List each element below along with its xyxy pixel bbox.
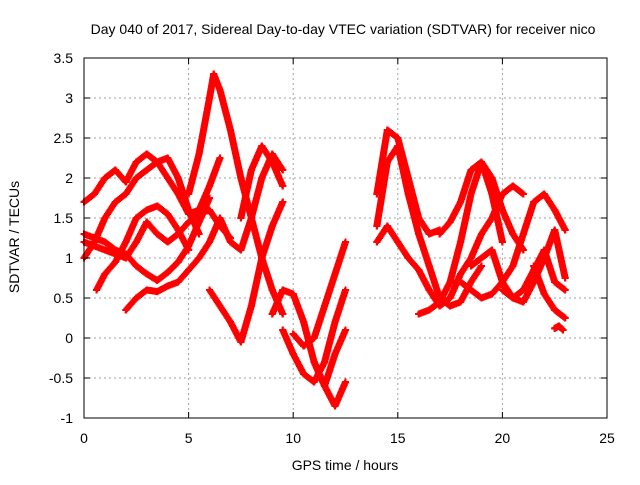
y-tick-label: -0.5 [49,370,73,386]
x-tick-label: 25 [599,430,615,446]
x-tick-label: 5 [185,430,193,446]
data-points [80,70,569,410]
y-tick-label: 2 [65,170,73,186]
series-trace [93,202,193,294]
y-tick-label: 0.5 [54,290,74,306]
series-19 [436,158,527,254]
x-tick-label: 0 [80,430,88,446]
series-13 [289,238,349,350]
y-tick-label: -1 [61,410,74,426]
y-tick-label: 3.5 [54,50,74,66]
y-tick-label: 1.5 [54,210,74,226]
series-trace [436,158,527,254]
series-trace [237,142,287,222]
x-tick-label: 20 [495,430,511,446]
series-22 [498,226,569,306]
series-trace [289,238,349,350]
series-trace [206,198,287,346]
y-tick-label: 3 [65,90,73,106]
series-trace [373,182,527,310]
y-tick-label: 2.5 [54,130,74,146]
series-trace [310,358,349,410]
series-8 [206,198,287,346]
series-6 [122,214,224,314]
series-24 [551,322,567,334]
series-21 [457,190,569,302]
series-12 [279,286,349,386]
series-trace [530,262,569,322]
series-trace [551,322,567,334]
series-5 [93,202,193,294]
y-tick-label: 1 [65,250,73,266]
series-23 [530,262,569,322]
series-14 [310,358,349,410]
x-tick-label: 10 [285,430,301,446]
series-trace [122,214,224,314]
series-trace [457,190,569,302]
y-tick-label: 0 [65,330,73,346]
axis-ticks: 0 5 10 15 20 25 -1 -0.5 0 0.5 1 1.5 2 2.5 3 3.5 [49,50,615,446]
y-axis-label: SDTVAR / TECUs [6,181,22,293]
chart-title: Day 040 of 2017, Sidereal Day-to-day VTE… [91,21,596,37]
series-10 [237,142,287,222]
series-trace [216,150,287,254]
series-trace [498,226,569,306]
plot-frame [83,57,608,419]
x-tick-label: 15 [390,430,406,446]
x-axis-label: GPS time / hours [292,457,399,473]
